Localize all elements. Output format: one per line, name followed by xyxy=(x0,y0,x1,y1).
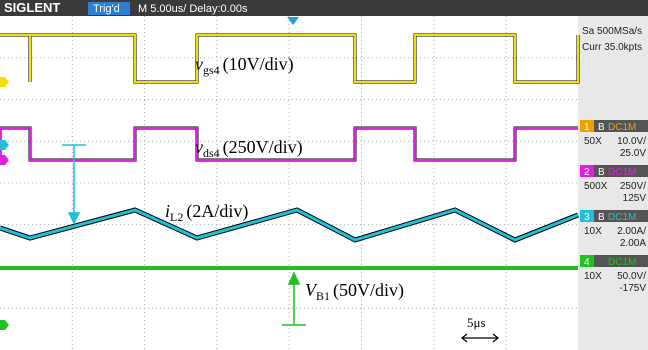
channel-scale: 10.0V/ xyxy=(617,136,646,147)
sample-rate: Sa 500MSa/s xyxy=(582,26,642,37)
channel-scale: 2.00A/ xyxy=(617,226,646,237)
channel-probe: 500X xyxy=(584,181,608,192)
battery-voltage-wave xyxy=(0,266,578,270)
channel-mode: B xyxy=(598,167,605,178)
channel-id: 1 xyxy=(584,122,590,133)
channel-coupling: DC1M xyxy=(608,257,636,268)
brand: SIGLENT xyxy=(4,0,60,15)
trigger-status: Trig'd xyxy=(93,3,120,15)
channel-probe: 50X xyxy=(584,136,602,147)
channel-probe: 10X xyxy=(584,226,602,237)
channel-offset: 125V xyxy=(623,193,647,204)
page: SIGLENT Trig'd M 5.00us/ Delay:0.00s 1BD… xyxy=(0,0,648,350)
channel-offset: 2.00A xyxy=(620,238,646,249)
channel-id: 3 xyxy=(584,212,590,223)
channel-mode: B xyxy=(598,122,605,133)
channel-probe: 10X xyxy=(584,271,602,282)
channel-id: 2 xyxy=(584,167,590,178)
channel-coupling: DC1M xyxy=(608,122,636,133)
channel-id: 4 xyxy=(584,257,590,268)
channel-offset: 25.0V xyxy=(620,148,646,159)
channel-scale: 250V/ xyxy=(620,181,646,192)
channel-scale: 50.0V/ xyxy=(617,271,646,282)
channel-coupling: DC1M xyxy=(608,167,636,178)
channel-mode: B xyxy=(598,212,605,223)
time-marker: 5μs xyxy=(467,315,486,330)
scope-screen: SIGLENT Trig'd M 5.00us/ Delay:0.00s 1BD… xyxy=(0,0,648,350)
channel-offset: -175V xyxy=(619,283,646,294)
channel-coupling: DC1M xyxy=(608,212,636,223)
memory-depth: Curr 35.0kpts xyxy=(582,42,642,53)
timebase: M 5.00us/ Delay:0.00s xyxy=(138,3,248,15)
